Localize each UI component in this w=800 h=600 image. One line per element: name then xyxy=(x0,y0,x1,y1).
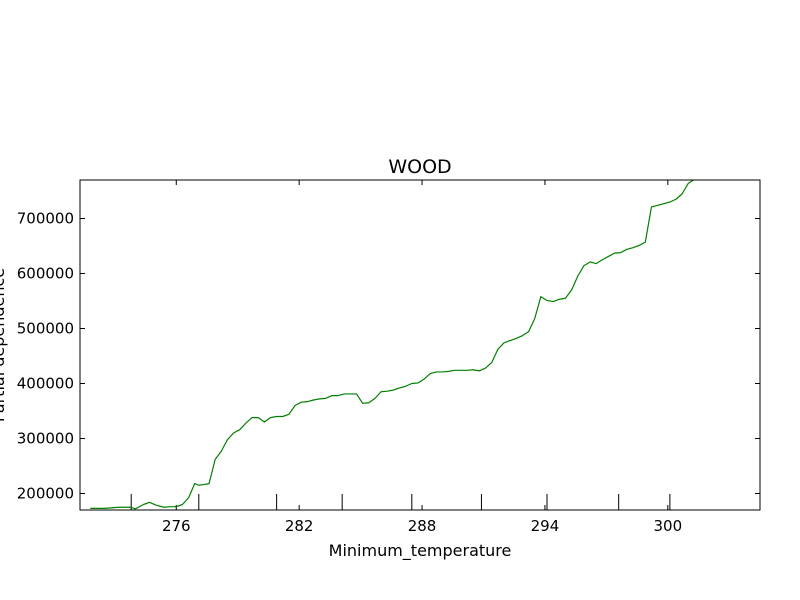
y-tick-label: 500000 xyxy=(17,320,74,338)
y-tick-label: 200000 xyxy=(17,485,74,503)
y-axis-label: Partial dependence xyxy=(0,268,8,422)
series-line xyxy=(90,180,696,510)
x-tick-label: 288 xyxy=(408,517,437,535)
x-tick-label: 300 xyxy=(654,517,683,535)
y-axis-ticks: 200000 300000 400000 500000 600000 700000 xyxy=(17,210,760,503)
x-tick-label: 282 xyxy=(285,517,314,535)
chart-title: WOOD xyxy=(388,156,451,178)
y-tick-label: 400000 xyxy=(17,375,74,393)
y-tick-label: 600000 xyxy=(17,265,74,283)
series-layer xyxy=(90,180,696,510)
y-tick-label: 700000 xyxy=(17,210,74,228)
y-tick-label: 300000 xyxy=(17,430,74,448)
x-tick-label: 294 xyxy=(531,517,560,535)
plot-frame xyxy=(79,179,761,511)
x-axis-ticks: 276 282 288 294 300 xyxy=(162,180,682,535)
x-axis-label: Minimum_temperature xyxy=(329,541,512,561)
x-tick-label: 276 xyxy=(162,517,191,535)
